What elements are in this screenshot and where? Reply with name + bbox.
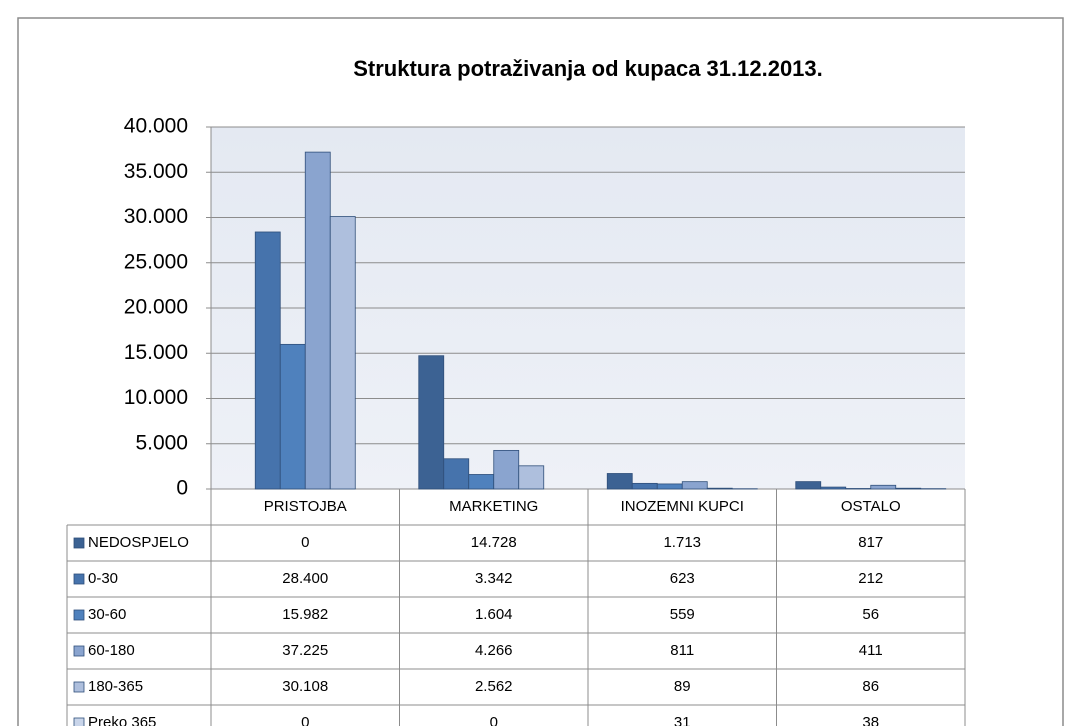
table-value: 89 [674, 678, 691, 695]
bar [468, 474, 495, 490]
x-tick-label: PRISTOJBA [264, 498, 347, 515]
bar [631, 482, 658, 490]
table-value: 1.713 [663, 534, 701, 551]
table-value: 0 [301, 534, 309, 551]
bar [329, 216, 356, 490]
table-value: 38 [862, 714, 879, 726]
table-value: 623 [670, 570, 695, 587]
table-value: 2.562 [475, 678, 513, 695]
table-value: 31 [674, 714, 691, 726]
y-tick-label: 0 [176, 477, 188, 500]
bar [681, 481, 708, 490]
table-value: 28.400 [282, 570, 328, 587]
bar [518, 465, 545, 490]
table-value: 37.225 [282, 642, 328, 659]
x-tick-label: OSTALO [841, 498, 901, 515]
chart-title: Struktura potraživanja od kupaca 31.12.2… [353, 56, 823, 81]
y-tick-label: 15.000 [124, 341, 188, 364]
bar [845, 488, 872, 490]
bar [606, 473, 633, 490]
table-value: 817 [858, 534, 883, 551]
bar [493, 449, 520, 490]
legend-swatch [73, 537, 85, 549]
bar [279, 343, 306, 490]
y-tick-label: 20.000 [124, 296, 188, 319]
y-tick-label: 30.000 [124, 205, 188, 228]
legend-swatch [73, 645, 85, 657]
legend-label: 30-60 [88, 606, 126, 623]
chart-frame [17, 17, 1064, 726]
bar [895, 487, 922, 490]
legend-label: 0-30 [88, 570, 118, 587]
y-tick-label: 5.000 [135, 431, 188, 454]
bar [820, 486, 847, 490]
table-value: 4.266 [475, 642, 513, 659]
table-value: 0 [301, 714, 309, 726]
bar [870, 484, 897, 490]
table-value: 0 [490, 714, 498, 726]
legend-swatch [73, 609, 85, 621]
bar [443, 458, 470, 490]
bar [304, 151, 331, 490]
table-value: 14.728 [471, 534, 517, 551]
y-tick-label: 40.000 [124, 115, 188, 138]
table-value: 811 [670, 642, 694, 659]
legend-swatch [73, 717, 85, 726]
legend-swatch [73, 681, 85, 693]
y-tick-label: 25.000 [124, 250, 188, 273]
x-tick-label: INOZEMNI KUPCI [621, 498, 744, 515]
table-value: 411 [859, 642, 883, 659]
y-tick-label: 35.000 [124, 160, 188, 183]
table-value: 86 [862, 678, 879, 695]
table-value: 56 [862, 606, 879, 623]
bar [656, 483, 683, 490]
bar [254, 231, 281, 490]
legend-swatch [73, 573, 85, 585]
table-value: 1.604 [475, 606, 513, 623]
table-value: 212 [858, 570, 883, 587]
legend-label: 60-180 [88, 642, 135, 659]
bar [418, 355, 445, 490]
table-value: 3.342 [475, 570, 513, 587]
legend-label: Preko 365 [88, 714, 156, 726]
bar [795, 481, 822, 490]
table-value: 30.108 [282, 678, 328, 695]
x-tick-label: MARKETING [449, 498, 538, 515]
y-tick-label: 10.000 [124, 386, 188, 409]
legend-label: NEDOSPJELO [88, 534, 189, 551]
legend-label: 180-365 [88, 678, 143, 695]
table-value: 15.982 [282, 606, 328, 623]
bar [706, 487, 733, 490]
table-value: 559 [670, 606, 695, 623]
